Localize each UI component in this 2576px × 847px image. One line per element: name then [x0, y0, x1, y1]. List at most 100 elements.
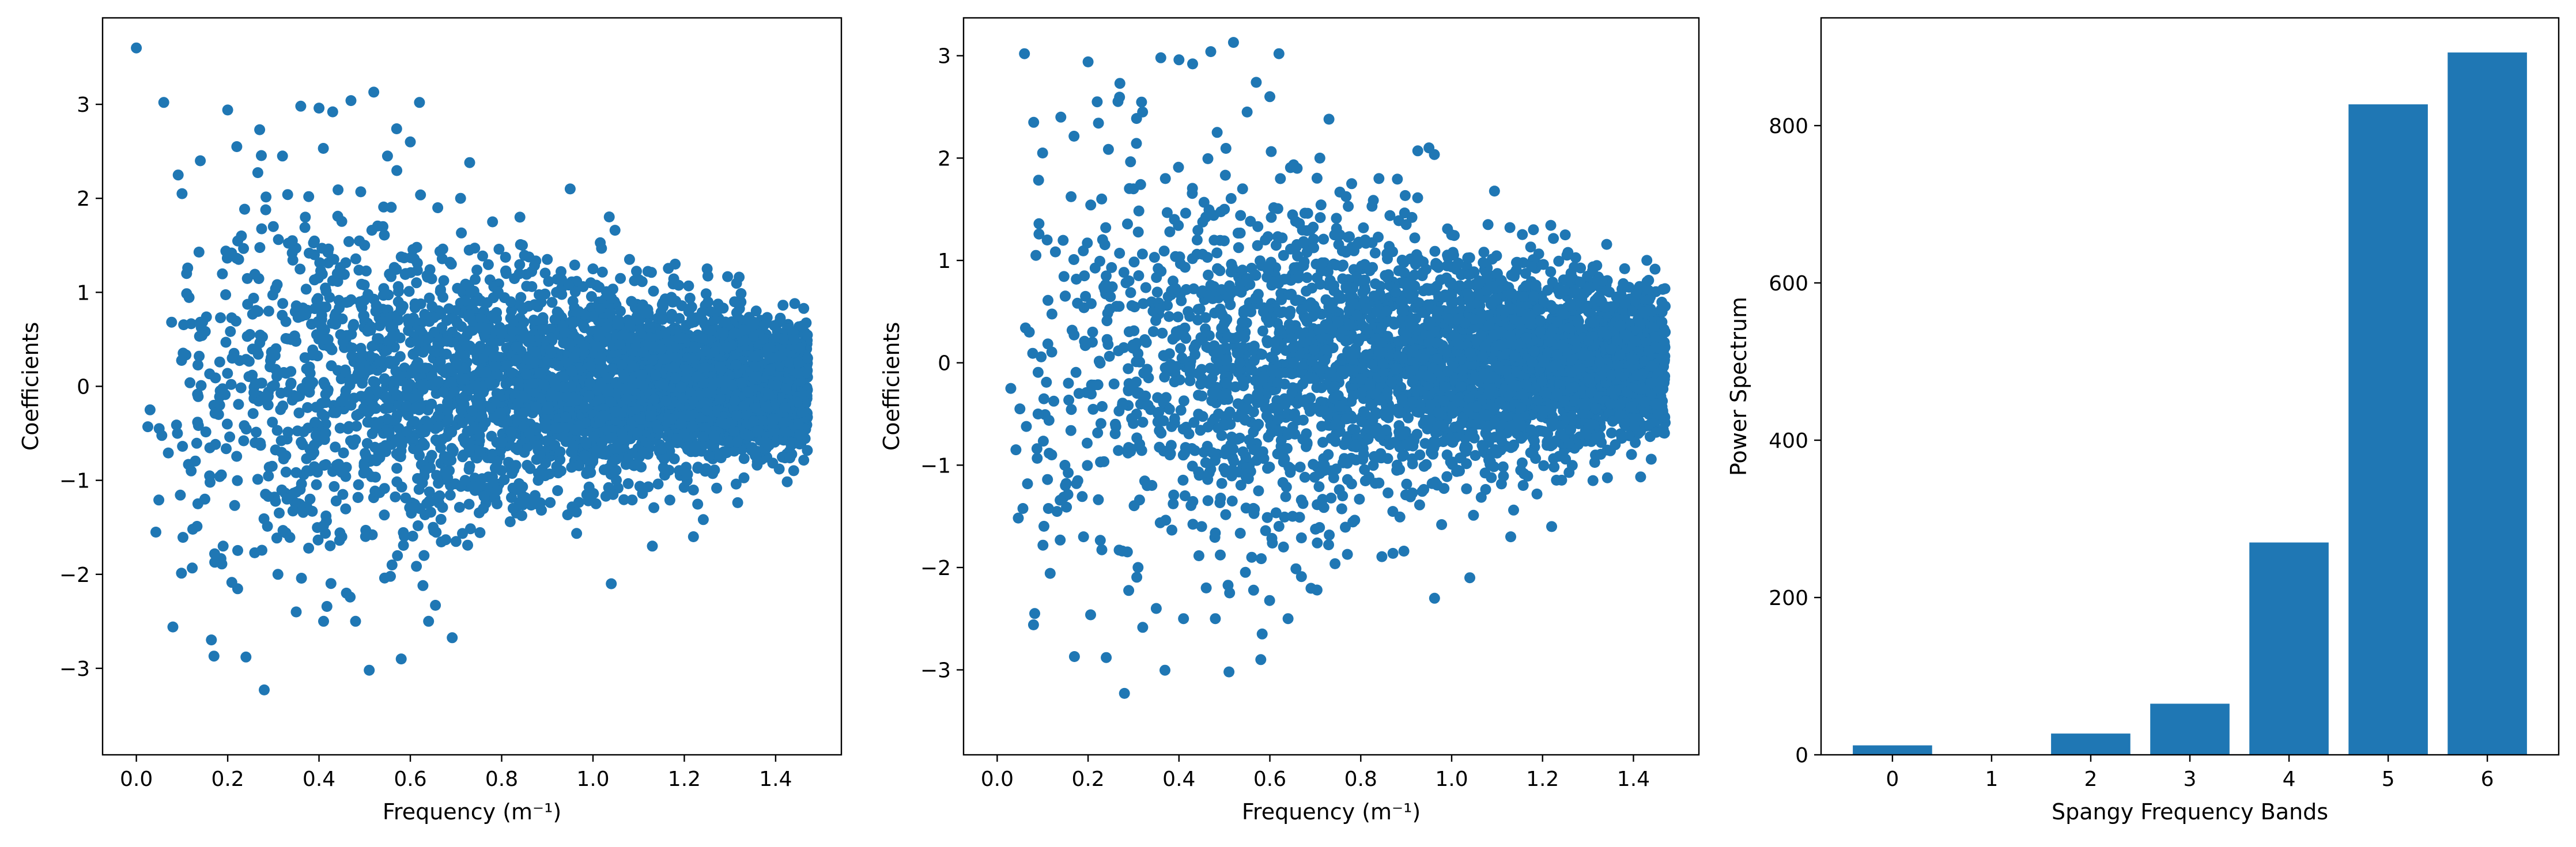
scatter-point	[390, 434, 401, 445]
scatter-point	[621, 394, 632, 404]
scatter-point	[175, 489, 186, 501]
scatter-point	[464, 461, 475, 472]
scatter-point	[614, 339, 626, 350]
scatter-panel-middle: 0.0 0.2 0.4 0.6 0.8 1.0 1.2 1.4−3−2−10123Freque…	[879, 17, 1700, 825]
scatter-point	[622, 478, 634, 489]
scatter-point	[760, 401, 772, 413]
scatter-point	[463, 498, 475, 510]
scatter-point	[417, 346, 429, 358]
scatter-point	[254, 242, 266, 254]
scatter-point	[522, 354, 534, 365]
scatter-point	[277, 309, 288, 321]
scatter-point	[251, 305, 262, 316]
scatter-point	[455, 404, 467, 415]
y-tick-label: −3	[59, 657, 90, 681]
scatter-point	[247, 343, 258, 355]
y-tick-label: 3	[77, 93, 90, 117]
scatter-point	[318, 143, 329, 154]
scatter-point	[195, 316, 206, 328]
scatter-point	[627, 448, 639, 459]
scatter-point	[433, 421, 444, 432]
scatter-point	[748, 330, 759, 342]
scatter-point	[459, 373, 470, 385]
scatter-point	[423, 615, 435, 627]
scatter-point	[353, 479, 364, 490]
scatter-point	[318, 520, 329, 532]
scatter-point	[217, 383, 228, 395]
scatter-point	[463, 447, 475, 458]
scatter-point	[594, 281, 605, 293]
scatter-point	[428, 521, 439, 533]
scatter-point	[371, 300, 382, 311]
scatter-point	[430, 600, 441, 611]
scatter-point	[704, 387, 715, 398]
scatter-point	[634, 481, 645, 492]
scatter-point	[390, 365, 402, 377]
scatter-point	[379, 375, 391, 386]
scatter-point	[267, 221, 279, 232]
scatter-point	[335, 329, 346, 341]
scatter-point	[798, 302, 810, 314]
scatter-point	[190, 455, 201, 467]
scatter-point	[377, 221, 388, 232]
scatter-point	[405, 136, 416, 148]
scatter-point	[539, 267, 551, 279]
scatter-point	[1087, 403, 1099, 415]
scatter-point	[192, 360, 203, 370]
scatter-point	[181, 288, 192, 300]
scatter-point	[293, 407, 305, 419]
scatter-point	[309, 303, 320, 315]
scatter-point	[504, 516, 516, 527]
scatter-point	[281, 493, 293, 505]
scatter-point	[367, 428, 378, 440]
scatter-point	[388, 415, 399, 426]
scatter-point	[545, 497, 556, 508]
scatter-point	[568, 316, 579, 328]
scatter-point	[481, 366, 492, 378]
scatter-point	[430, 434, 441, 445]
scatter-point	[793, 418, 804, 430]
scatter-point	[392, 281, 404, 292]
scatter-point	[331, 268, 343, 279]
scatter-point	[441, 335, 453, 347]
scatter-point	[334, 302, 345, 314]
scatter-point	[742, 386, 754, 398]
scatter-point	[368, 376, 379, 387]
scatter-point	[229, 500, 240, 511]
scatter-point	[559, 327, 571, 338]
scatter-point	[488, 477, 499, 488]
scatter-point	[271, 370, 282, 382]
scatter-point	[697, 514, 709, 525]
scatter-point	[359, 240, 371, 251]
scatter-point	[636, 369, 647, 381]
scatter-point	[220, 336, 232, 348]
scatter-point	[583, 495, 594, 506]
scatter-point	[792, 368, 803, 379]
scatter-point	[391, 390, 403, 401]
scatter-point	[222, 104, 233, 116]
scatter-point	[437, 292, 449, 303]
scatter-point	[729, 395, 741, 406]
scatter-point	[283, 237, 294, 249]
scatter-point	[573, 334, 585, 345]
scatter-point	[461, 340, 473, 351]
scatter-point	[150, 527, 161, 538]
scatter-point	[1131, 572, 1143, 583]
scatter-point	[163, 447, 174, 459]
scatter-point	[220, 289, 232, 300]
scatter-point	[606, 292, 617, 304]
y-tick-label: 1	[77, 281, 90, 305]
scatter-point	[384, 269, 395, 280]
scatter-point	[403, 286, 415, 297]
scatter-point	[567, 440, 579, 451]
scatter-point	[731, 410, 742, 421]
scatter-point	[556, 465, 566, 477]
scatter-point	[320, 397, 331, 409]
scatter-point	[681, 364, 692, 375]
scatter-point	[322, 334, 334, 345]
scatter-point	[379, 509, 390, 521]
scatter-point	[528, 299, 540, 311]
scatter-point	[392, 550, 403, 561]
scatter-point	[673, 279, 685, 291]
scatter-point	[471, 264, 483, 276]
